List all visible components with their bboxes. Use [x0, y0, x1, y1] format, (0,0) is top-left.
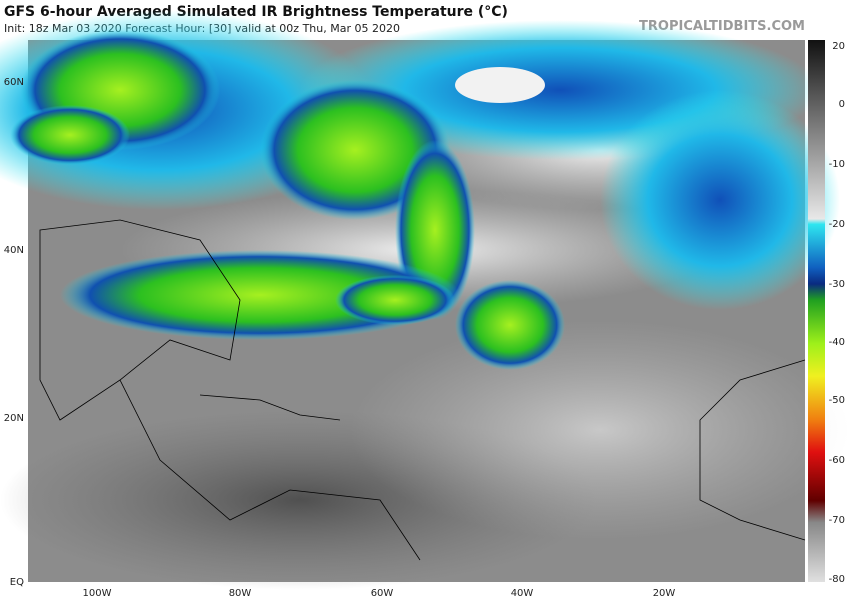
map	[0, 10, 849, 590]
lon-label: 60W	[371, 588, 394, 599]
colorbar-label: 0	[839, 99, 845, 110]
colorbar-label: -70	[829, 515, 845, 526]
colorbar-label: -30	[829, 279, 845, 290]
lon-label: 20W	[653, 588, 676, 599]
colorbar-label: -50	[829, 395, 845, 406]
colorbar-label: -20	[829, 219, 845, 230]
lat-label: EQ	[10, 577, 24, 588]
lon-label: 100W	[83, 588, 112, 599]
colorbar-labels: 20 0 -10 -20 -30 -40 -50 -60 -70 -80	[829, 41, 845, 585]
lat-label: 20N	[4, 413, 24, 424]
lat-label: 60N	[4, 77, 24, 88]
lat-label: 40N	[4, 245, 24, 256]
colorbar-label: -40	[829, 337, 845, 348]
colorbar-label: 20	[832, 41, 845, 52]
colorbar-label: -60	[829, 455, 845, 466]
lon-label: 40W	[511, 588, 534, 599]
colorbar-label: -80	[829, 574, 845, 585]
lon-label: 80W	[229, 588, 252, 599]
colorbar-label: -10	[829, 159, 845, 170]
colorbar	[808, 40, 825, 582]
